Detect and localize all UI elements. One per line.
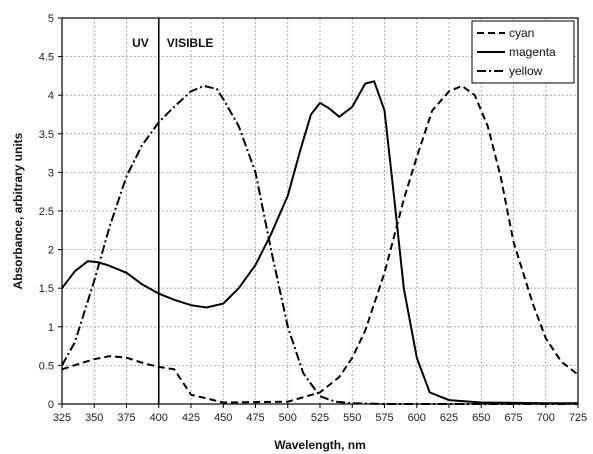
visible-label: VISIBLE (167, 36, 214, 50)
x-tick-label: 525 (311, 412, 329, 424)
y-tick-label: 5 (48, 13, 54, 25)
x-tick-label: 350 (85, 412, 103, 424)
x-tick-label: 575 (375, 412, 393, 424)
series-line-cyan (61, 84, 579, 404)
x-tick-labels: 325 350 375 400 425 450 475 500 525 550 575 600 625 6… (53, 404, 587, 424)
y-tick-label: 1.5 (39, 283, 54, 295)
x-tick-label: 375 (117, 412, 135, 424)
y-tick-label: 1 (48, 322, 54, 334)
x-tick-label: 325 (53, 412, 71, 424)
y-tick-label: 2 (48, 245, 54, 257)
y-tick-label: 2.5 (39, 206, 54, 218)
y-tick-label: 0.5 (39, 360, 54, 372)
x-axis-title: Wavelength, nm (274, 438, 366, 452)
x-tick-label: 400 (150, 412, 168, 424)
uv-label: UV (132, 36, 149, 50)
y-tick-label: 4 (48, 90, 54, 102)
y-axis-title: Absorbance, arbitrary units (11, 132, 25, 289)
y-tick-labels: 0 0.5 1 1.5 2 2.5 3 3.5 4 4.5 5 (39, 13, 62, 411)
series-line-magenta (61, 80, 578, 405)
series-line-yellow (61, 84, 578, 405)
x-tick-label: 550 (343, 412, 361, 424)
legend: cyan magenta yellow (471, 20, 575, 84)
x-tick-label: 500 (279, 412, 297, 424)
x-tick-label: 625 (440, 412, 458, 424)
plot-area-frame (61, 17, 579, 405)
legend-label-magenta: magenta (509, 45, 556, 59)
x-tick-label: 700 (537, 412, 555, 424)
y-tick-label: 3.5 (39, 129, 54, 141)
series-lines (61, 80, 579, 405)
x-tick-label: 450 (214, 412, 232, 424)
x-tick-label: 675 (504, 412, 522, 424)
legend-label-cyan: cyan (509, 26, 534, 40)
uv-visible-divider-group: UV VISIBLE (132, 18, 213, 404)
x-tick-label: 650 (472, 412, 490, 424)
x-tick-label: 425 (182, 412, 200, 424)
x-tick-label: 600 (408, 412, 426, 424)
x-tick-label: 475 (246, 412, 264, 424)
y-tick-label: 0 (48, 399, 54, 411)
legend-label-yellow: yellow (509, 64, 543, 78)
y-tick-label: 4.5 (39, 52, 54, 64)
y-tick-label: 3 (48, 167, 54, 179)
x-tick-label: 725 (569, 412, 587, 424)
